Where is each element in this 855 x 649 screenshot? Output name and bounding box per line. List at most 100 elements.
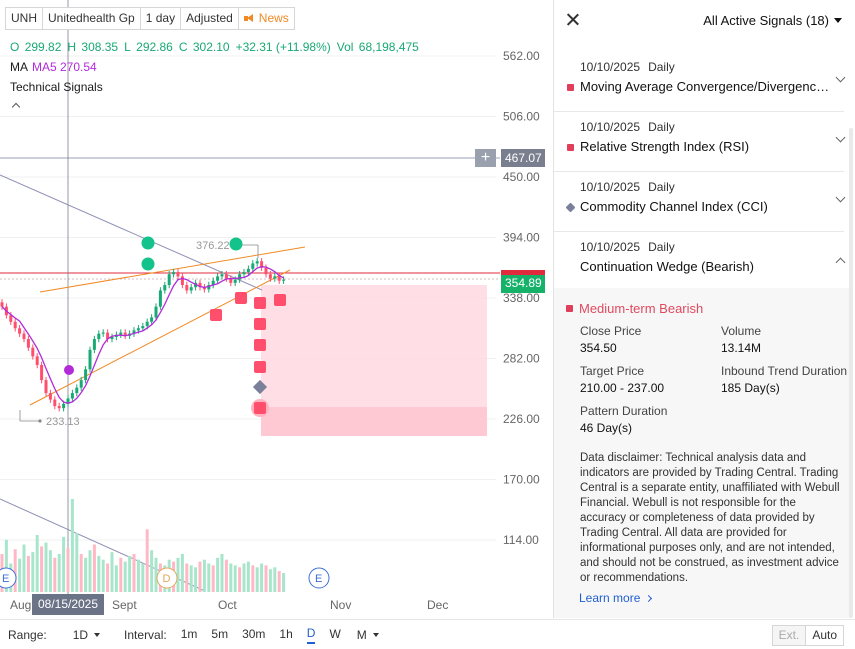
candle-body (233, 279, 237, 283)
candle-body (40, 364, 44, 381)
add-alert-button[interactable]: + (475, 149, 496, 167)
signal-item-rsi[interactable]: 10/10/2025 Daily Relative Strength Index … (554, 112, 846, 172)
volume-bar (176, 557, 180, 592)
candle-body (132, 330, 136, 334)
price-chart[interactable]: 376.22 233.13 E D E (0, 0, 553, 618)
price-tick-label: 226.00 (503, 412, 540, 426)
volume-bar (4, 539, 8, 592)
candle-body (97, 333, 101, 340)
chevron-down-icon[interactable] (835, 72, 846, 83)
price-grid (0, 55, 496, 541)
candle-body (79, 380, 83, 388)
candle-body (101, 332, 105, 334)
volume-bar (246, 561, 250, 592)
trend-duration-field: Inbound Trend Duration 185 Day(s) (721, 364, 848, 395)
interval-d[interactable]: D (306, 626, 316, 644)
candle-body (224, 274, 228, 279)
interval-30m[interactable]: 30m (242, 626, 266, 641)
ma-cross-marker (64, 365, 74, 375)
volume-bar (62, 536, 66, 592)
chart-area[interactable]: 376.22 233.13 E D E (0, 0, 553, 618)
candle-body (66, 398, 70, 404)
candle-body (26, 339, 30, 348)
close-value: C 302.10 (178, 40, 230, 54)
interval-m-selector[interactable]: M (357, 628, 379, 642)
volume-bar (233, 565, 237, 592)
bearish-signal-marker (254, 339, 266, 351)
candle-body (167, 274, 171, 286)
low-marker-dot (38, 419, 42, 423)
candle-body (35, 356, 39, 365)
volume-value: Vol 68,198,475 (336, 40, 419, 54)
company-label[interactable]: Unitedhealth Gp (42, 7, 141, 30)
interval-5m[interactable]: 5m (211, 626, 229, 641)
signal-title: Continuation Wedge (Bearish) (580, 259, 754, 274)
signal-filter-label: All Active Signals (18) (703, 13, 829, 28)
candle-body (57, 406, 61, 409)
bearish-square-icon (566, 305, 573, 312)
news-toggle[interactable]: News (237, 7, 295, 30)
candle-body (216, 276, 220, 281)
ma-readout[interactable]: MA MA5 270.54 (10, 60, 97, 74)
volume-bar (18, 558, 22, 592)
close-icon[interactable] (566, 13, 580, 27)
candle-body (110, 336, 114, 340)
volume-bar (251, 565, 255, 592)
interval-w[interactable]: W (329, 626, 341, 641)
price-tick-label: 114.00 (503, 533, 539, 547)
price-tick-label: 394.00 (503, 231, 540, 245)
earnings-marker[interactable]: E (0, 567, 17, 589)
bearish-signal-marker (254, 318, 266, 330)
period-selector[interactable]: 1 day (139, 7, 182, 30)
signal-meta: 10/10/2025 Daily (580, 60, 675, 74)
dividend-marker[interactable]: D (156, 567, 178, 589)
signal-item-cci[interactable]: 10/10/2025 Daily Commodity Channel Index … (554, 172, 846, 232)
signal-item-macd[interactable]: 10/10/2025 Daily Moving Average Convergen… (554, 52, 846, 112)
caret-down-icon (834, 18, 842, 23)
bearish-signal-marker (235, 292, 247, 304)
panel-header: All Active Signals (18) (554, 0, 855, 42)
candle-body (13, 321, 17, 329)
candle-body (163, 285, 167, 291)
candle-body (119, 332, 123, 335)
signal-list: 10/10/2025 Daily Moving Average Convergen… (554, 52, 846, 292)
candle-body (264, 267, 268, 275)
extended-hours-button[interactable]: Ext. (771, 625, 807, 646)
candle-body (198, 282, 202, 288)
target-price-field: Target Price 210.00 - 237.00 (580, 364, 665, 395)
volume-bar (198, 561, 202, 592)
candle-body (53, 399, 57, 407)
auto-scale-button[interactable]: Auto (805, 625, 844, 646)
volume-bar (185, 563, 189, 592)
low-marker-label: 233.13 (46, 416, 80, 428)
time-tick-label: Nov (330, 598, 351, 612)
panel-scrollbar[interactable] (849, 128, 853, 618)
chevron-down-icon[interactable] (835, 192, 846, 203)
time-tick-label: Dec (427, 598, 448, 612)
chevron-up-icon[interactable] (835, 257, 846, 268)
range-selector[interactable]: 1D (73, 628, 101, 642)
interval-1m[interactable]: 1m (180, 626, 198, 641)
signal-filter-dropdown[interactable]: All Active Signals (18) (703, 13, 842, 28)
technical-signals-label[interactable]: Technical Signals (10, 80, 103, 94)
high-value: H 308.35 (67, 40, 119, 54)
volume-bar (202, 559, 206, 592)
volume-bar (224, 559, 228, 592)
earnings-marker[interactable]: E (308, 567, 330, 589)
volume-bar (22, 544, 26, 592)
interval-1h[interactable]: 1h (279, 626, 293, 641)
adjust-selector[interactable]: Adjusted (180, 7, 239, 30)
bearish-signal-marker (210, 309, 222, 321)
volume-bar (282, 573, 286, 592)
time-axis: Aug Sept Oct Nov Dec (10, 598, 448, 612)
learn-more-link[interactable]: Learn more (579, 591, 653, 605)
candle-body (185, 285, 189, 291)
outlook-label: Medium-term Bearish (566, 301, 703, 316)
candle-body (75, 387, 79, 394)
close-price-field: Close Price 354.50 (580, 324, 642, 355)
bearish-square-icon (567, 84, 574, 91)
candle-body (150, 317, 154, 322)
chevron-down-icon[interactable] (835, 132, 846, 143)
symbol-label[interactable]: UNH (5, 7, 43, 30)
signal-item-wedge[interactable]: 10/10/2025 Daily Continuation Wedge (Bear… (554, 232, 846, 292)
